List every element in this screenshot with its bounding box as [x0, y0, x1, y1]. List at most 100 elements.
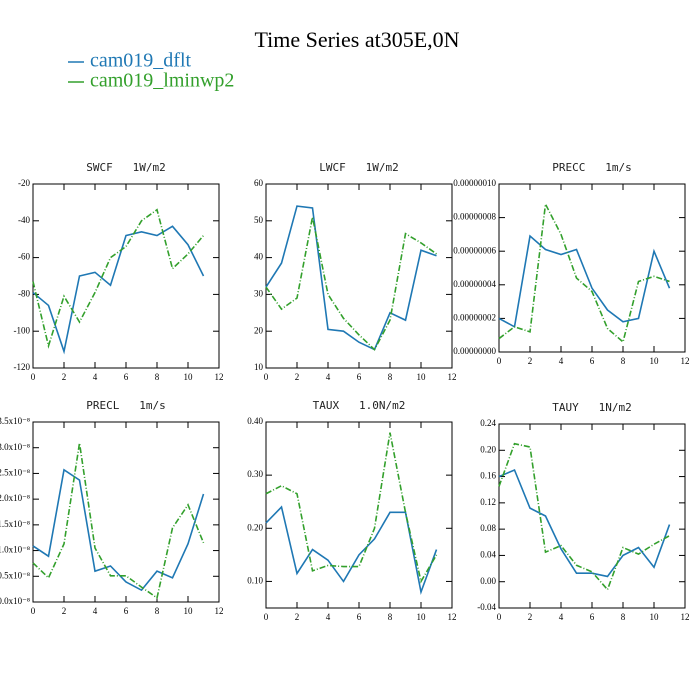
x-tick-label: 4 — [93, 372, 98, 382]
series-line — [498, 201, 670, 344]
y-tick-label: -40 — [18, 215, 30, 225]
y-tick-label: 30 — [254, 288, 264, 298]
y-tick-label: 0.5x10⁻⁸ — [0, 570, 30, 580]
y-tick-label: 0.04 — [480, 549, 496, 559]
panel-title: SWCF 1W/m2 — [86, 161, 165, 174]
x-tick-label: 2 — [528, 612, 533, 622]
y-tick-label: 0.08 — [480, 523, 496, 533]
x-tick-label: 8 — [388, 372, 393, 382]
plot-frame — [265, 421, 453, 609]
x-tick-label: 0 — [264, 612, 269, 622]
y-tick-label: 0.40 — [247, 416, 263, 426]
y-tick-label: 0.16 — [480, 471, 496, 481]
x-tick-label: 6 — [357, 612, 362, 622]
x-tick-label: 0 — [497, 612, 502, 622]
x-tick-label: 2 — [528, 356, 533, 366]
x-tick-label: 4 — [326, 612, 331, 622]
x-tick-label: 4 — [93, 606, 98, 616]
y-tick-label: -0.04 — [477, 602, 496, 612]
x-tick-label: 4 — [326, 372, 331, 382]
x-tick-label: 6 — [357, 372, 362, 382]
x-tick-label: 10 — [184, 606, 194, 616]
y-tick-label: 40 — [254, 252, 264, 262]
y-tick-label: 3.0x10⁻⁸ — [0, 442, 30, 452]
panel-title: PRECC 1m/s — [552, 161, 631, 174]
x-tick-label: 2 — [62, 372, 67, 382]
x-tick-label: 2 — [295, 612, 300, 622]
y-tick-label: 0.12 — [480, 497, 496, 507]
x-tick-label: 12 — [215, 372, 224, 382]
y-tick-label: 50 — [254, 215, 264, 225]
legend-label: cam019_lminwp2 — [90, 70, 234, 92]
y-tick-label: -120 — [14, 362, 31, 372]
y-tick-label: 0.24 — [480, 418, 496, 428]
y-tick-label: 0.10 — [247, 575, 263, 585]
panel-title: LWCF 1W/m2 — [319, 161, 398, 174]
x-tick-label: 10 — [650, 612, 660, 622]
y-tick-label: 10 — [254, 362, 264, 372]
panel-title: TAUX 1.0N/m2 — [313, 399, 406, 412]
x-tick-label: 0 — [31, 372, 36, 382]
x-tick-label: 8 — [621, 356, 626, 366]
y-tick-label: 0.00000000 — [453, 346, 496, 356]
x-tick-label: 2 — [295, 372, 300, 382]
series-line — [498, 442, 670, 592]
x-tick-label: 0 — [31, 606, 36, 616]
y-tick-label: 0.00000010 — [453, 178, 496, 188]
x-tick-label: 10 — [650, 356, 660, 366]
x-tick-label: 12 — [215, 606, 224, 616]
x-tick-label: 0 — [497, 356, 502, 366]
y-tick-label: -20 — [18, 178, 30, 188]
x-tick-label: 6 — [124, 372, 129, 382]
x-tick-label: 2 — [62, 606, 67, 616]
series-line — [265, 432, 438, 584]
y-tick-label: -60 — [18, 252, 30, 262]
x-tick-label: 8 — [621, 612, 626, 622]
series-line — [32, 208, 205, 349]
y-tick-label: 0.20 — [480, 444, 496, 454]
x-tick-label: 12 — [681, 356, 690, 366]
y-tick-label: 2.5x10⁻⁸ — [0, 467, 30, 477]
y-tick-label: 1.0x10⁻⁸ — [0, 545, 30, 555]
series-line — [498, 234, 671, 329]
x-tick-label: 8 — [155, 372, 160, 382]
y-tick-label: 2.0x10⁻⁸ — [0, 493, 30, 503]
legend-label: cam019_dflt — [90, 50, 192, 72]
y-tick-label: 0.00 — [480, 576, 496, 586]
plot-frame — [498, 183, 686, 353]
series-line — [32, 225, 205, 355]
y-tick-label: 60 — [254, 178, 264, 188]
y-tick-label: 0.00000006 — [453, 245, 496, 255]
series-line — [265, 205, 437, 351]
series-line — [265, 505, 438, 596]
x-tick-label: 4 — [559, 356, 564, 366]
x-tick-label: 0 — [264, 372, 269, 382]
x-tick-label: 12 — [448, 612, 457, 622]
plot-frame — [498, 423, 686, 609]
x-tick-label: 12 — [448, 372, 457, 382]
x-tick-label: 12 — [681, 612, 690, 622]
x-tick-label: 8 — [155, 606, 160, 616]
panel-title: TAUY 1N/m2 — [552, 401, 631, 414]
y-tick-label: -100 — [14, 325, 31, 335]
y-tick-label: 20 — [254, 325, 264, 335]
x-tick-label: 6 — [124, 606, 129, 616]
y-tick-label: 3.5x10⁻⁸ — [0, 416, 30, 426]
y-tick-label: 1.5x10⁻⁸ — [0, 519, 30, 529]
y-tick-label: 0.0x10⁻⁸ — [0, 596, 30, 606]
panel-title: PRECL 1m/s — [86, 399, 165, 412]
series-line — [265, 216, 437, 351]
x-tick-label: 10 — [417, 372, 427, 382]
x-tick-label: 10 — [184, 372, 194, 382]
y-tick-label: 0.00000004 — [453, 279, 496, 289]
x-tick-label: 8 — [388, 612, 393, 622]
x-tick-label: 10 — [417, 612, 427, 622]
series-line — [32, 442, 205, 600]
y-tick-label: 0.00000002 — [453, 312, 496, 322]
x-tick-label: 4 — [559, 612, 564, 622]
plot-frame — [265, 183, 453, 369]
y-tick-label: 0.30 — [247, 469, 263, 479]
y-tick-label: 0.20 — [247, 522, 263, 532]
y-tick-label: -80 — [18, 288, 30, 298]
